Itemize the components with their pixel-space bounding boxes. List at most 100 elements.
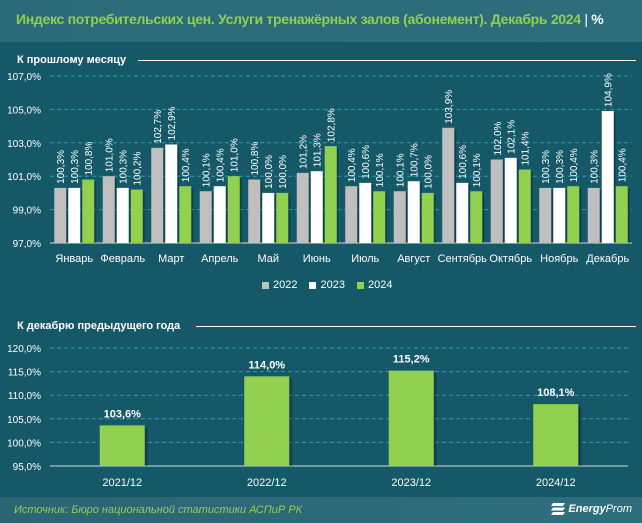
- data-label: 100,3%: [555, 150, 566, 184]
- bar-2023: [116, 187, 129, 243]
- energyprom-logo: EnergyProm: [551, 503, 632, 515]
- bar-2023: [262, 192, 275, 243]
- data-label: 100,0%: [264, 155, 275, 189]
- x-tick-label: 2024/12: [536, 477, 576, 489]
- bar-2022: [102, 176, 115, 243]
- x-tick-label: Январь: [55, 253, 93, 265]
- data-label: 100,8%: [250, 142, 261, 176]
- bar-2022: [539, 187, 552, 243]
- data-label: 108,1%: [537, 387, 575, 399]
- y-tick-label: 120,0%: [7, 344, 41, 355]
- chart-title: Индекс потребительских цен. Услуги трена…: [16, 11, 604, 27]
- bar-2022: [54, 187, 67, 243]
- data-label: 102,8%: [327, 108, 338, 142]
- bar-2024: [373, 191, 386, 243]
- header-bar: Индекс потребительских цен. Услуги трена…: [0, 0, 642, 42]
- legend-swatch-2023: [309, 281, 317, 289]
- data-label: 104,9%: [604, 73, 615, 107]
- data-label: 103,9%: [444, 90, 455, 124]
- data-label: 100,0%: [278, 155, 289, 189]
- x-tick-label: Июнь: [303, 253, 331, 265]
- bar-2022: [296, 172, 309, 243]
- bar-2022: [151, 147, 164, 243]
- y-tick-label: 100,0%: [7, 438, 41, 449]
- data-label: 100,4%: [569, 148, 580, 182]
- data-label: 102,1%: [507, 120, 518, 154]
- x-tick-label: 2023/12: [391, 477, 431, 489]
- logo-text-bold: Energy: [568, 503, 606, 515]
- section-title-monthly: К прошлому месяцу: [17, 54, 127, 66]
- logo-text-light: Prom: [605, 503, 632, 515]
- y-tick-label: 95,0%: [13, 462, 41, 473]
- bar-yearly: [244, 376, 290, 466]
- x-tick-label: Август: [397, 253, 430, 265]
- data-label: 100,7%: [410, 143, 421, 177]
- data-label: 100,3%: [119, 150, 130, 184]
- legend-item-2022: 2022: [262, 279, 297, 291]
- data-label: 100,4%: [347, 148, 358, 182]
- bar-2023: [359, 182, 372, 243]
- data-label: 100,6%: [458, 145, 469, 179]
- y-tick-label: 99,0%: [13, 206, 41, 217]
- title-separator: |: [584, 11, 588, 27]
- bar-2024: [324, 146, 337, 243]
- bar-2022: [442, 127, 455, 243]
- data-label: 101,0%: [105, 138, 116, 172]
- y-tick-label: 103,0%: [7, 139, 41, 150]
- section-title-yearly: К декабрю предыдущего года: [17, 320, 181, 332]
- data-label: 100,3%: [541, 150, 552, 184]
- legend: 2022 2023 2024: [262, 279, 392, 291]
- legend-swatch-2024: [356, 281, 364, 289]
- data-label: 100,0%: [424, 155, 435, 189]
- bar-2023: [553, 187, 566, 243]
- bar-2024: [615, 186, 628, 243]
- bar-yearly: [533, 404, 579, 466]
- data-label: 100,1%: [202, 153, 213, 187]
- legend-label-2022: 2022: [273, 279, 298, 291]
- footer-bar: Источник: Бюро национальной статистики А…: [0, 497, 642, 523]
- bar-2023: [165, 144, 178, 243]
- legend-item-2024: 2024: [356, 279, 393, 291]
- logo-icon: [551, 503, 566, 515]
- bar-2024: [276, 192, 289, 243]
- data-label: 103,6%: [104, 408, 142, 420]
- legend-item-2023: 2023: [309, 279, 345, 291]
- y-tick-label: 115,0%: [8, 368, 41, 379]
- section-divider-yearly: [196, 326, 636, 327]
- x-tick-label: 2022/12: [247, 477, 287, 489]
- data-label: 100,3%: [590, 150, 601, 184]
- x-tick-label: Ноябрь: [540, 253, 578, 265]
- y-tick-label: 105,0%: [7, 105, 41, 116]
- bar-2024: [567, 186, 580, 243]
- data-label: 101,0%: [230, 138, 241, 172]
- data-label: 100,3%: [56, 150, 67, 184]
- bar-2023: [456, 182, 469, 243]
- x-tick-label: Март: [158, 253, 184, 265]
- data-label: 100,1%: [375, 153, 386, 187]
- bar-2024: [470, 191, 483, 243]
- bar-2023: [504, 157, 517, 243]
- data-label: 100,4%: [181, 148, 192, 182]
- y-tick-label: 105,0%: [7, 415, 41, 426]
- data-label: 100,4%: [216, 148, 227, 182]
- legend-label-2024: 2024: [367, 279, 393, 291]
- x-tick-label: Февраль: [100, 253, 145, 265]
- title-unit: %: [591, 11, 604, 27]
- data-label: 102,7%: [153, 110, 164, 144]
- x-tick-label: Июль: [351, 253, 379, 265]
- bar-yearly: [99, 425, 145, 466]
- x-tick-label: Сентябрь: [438, 253, 488, 265]
- data-label: 100,8%: [84, 142, 95, 176]
- legend-label-2023: 2023: [320, 279, 345, 291]
- bar-2022: [345, 186, 358, 243]
- x-tick-label: Апрель: [201, 253, 239, 265]
- data-label: 114,0%: [248, 359, 285, 371]
- bar-2024: [227, 176, 240, 243]
- data-label: 115,2%: [393, 354, 430, 366]
- data-label: 100,3%: [70, 150, 81, 184]
- bar-yearly: [388, 370, 434, 466]
- bar-2022: [248, 179, 261, 243]
- section-divider-monthly: [138, 60, 636, 61]
- bar-2024: [82, 179, 95, 243]
- data-label: 101,4%: [521, 131, 532, 165]
